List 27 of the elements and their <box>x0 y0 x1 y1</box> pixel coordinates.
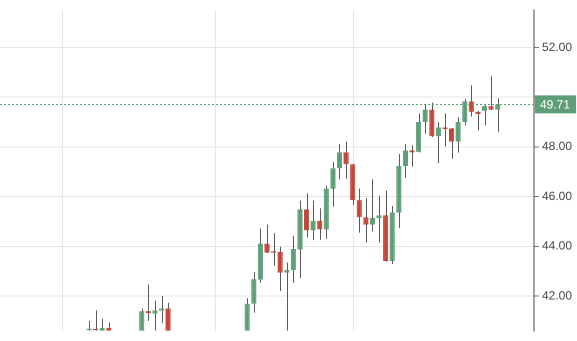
y-tick-label: 52.00 <box>542 40 572 54</box>
candlestick <box>310 200 316 240</box>
y-tick-label: 46.00 <box>542 188 572 203</box>
y-tick-label: 48.00 <box>542 139 572 154</box>
candlestick <box>336 144 342 180</box>
candlestick <box>468 84 474 118</box>
candlestick <box>344 141 349 180</box>
candlestick <box>436 122 441 164</box>
candlestick <box>363 198 368 244</box>
candlestick <box>264 224 270 254</box>
candlestick <box>488 76 494 111</box>
candlestick <box>356 188 362 234</box>
y-tick-label: 42.00 <box>542 288 572 302</box>
candlestick <box>304 192 310 238</box>
candlestick <box>139 308 144 331</box>
candlestick <box>330 162 336 208</box>
candlestick <box>166 302 171 331</box>
y-tick-label: 44.00 <box>542 238 572 253</box>
candlestick <box>370 178 376 232</box>
candlestick <box>402 144 408 178</box>
candlestick <box>251 272 256 314</box>
candlestick <box>376 195 382 244</box>
candlestick <box>456 116 461 154</box>
candlestick <box>290 235 296 284</box>
candlestick <box>278 246 283 292</box>
candlestick <box>317 208 322 240</box>
ref-line-label: 49.71 <box>540 98 570 112</box>
